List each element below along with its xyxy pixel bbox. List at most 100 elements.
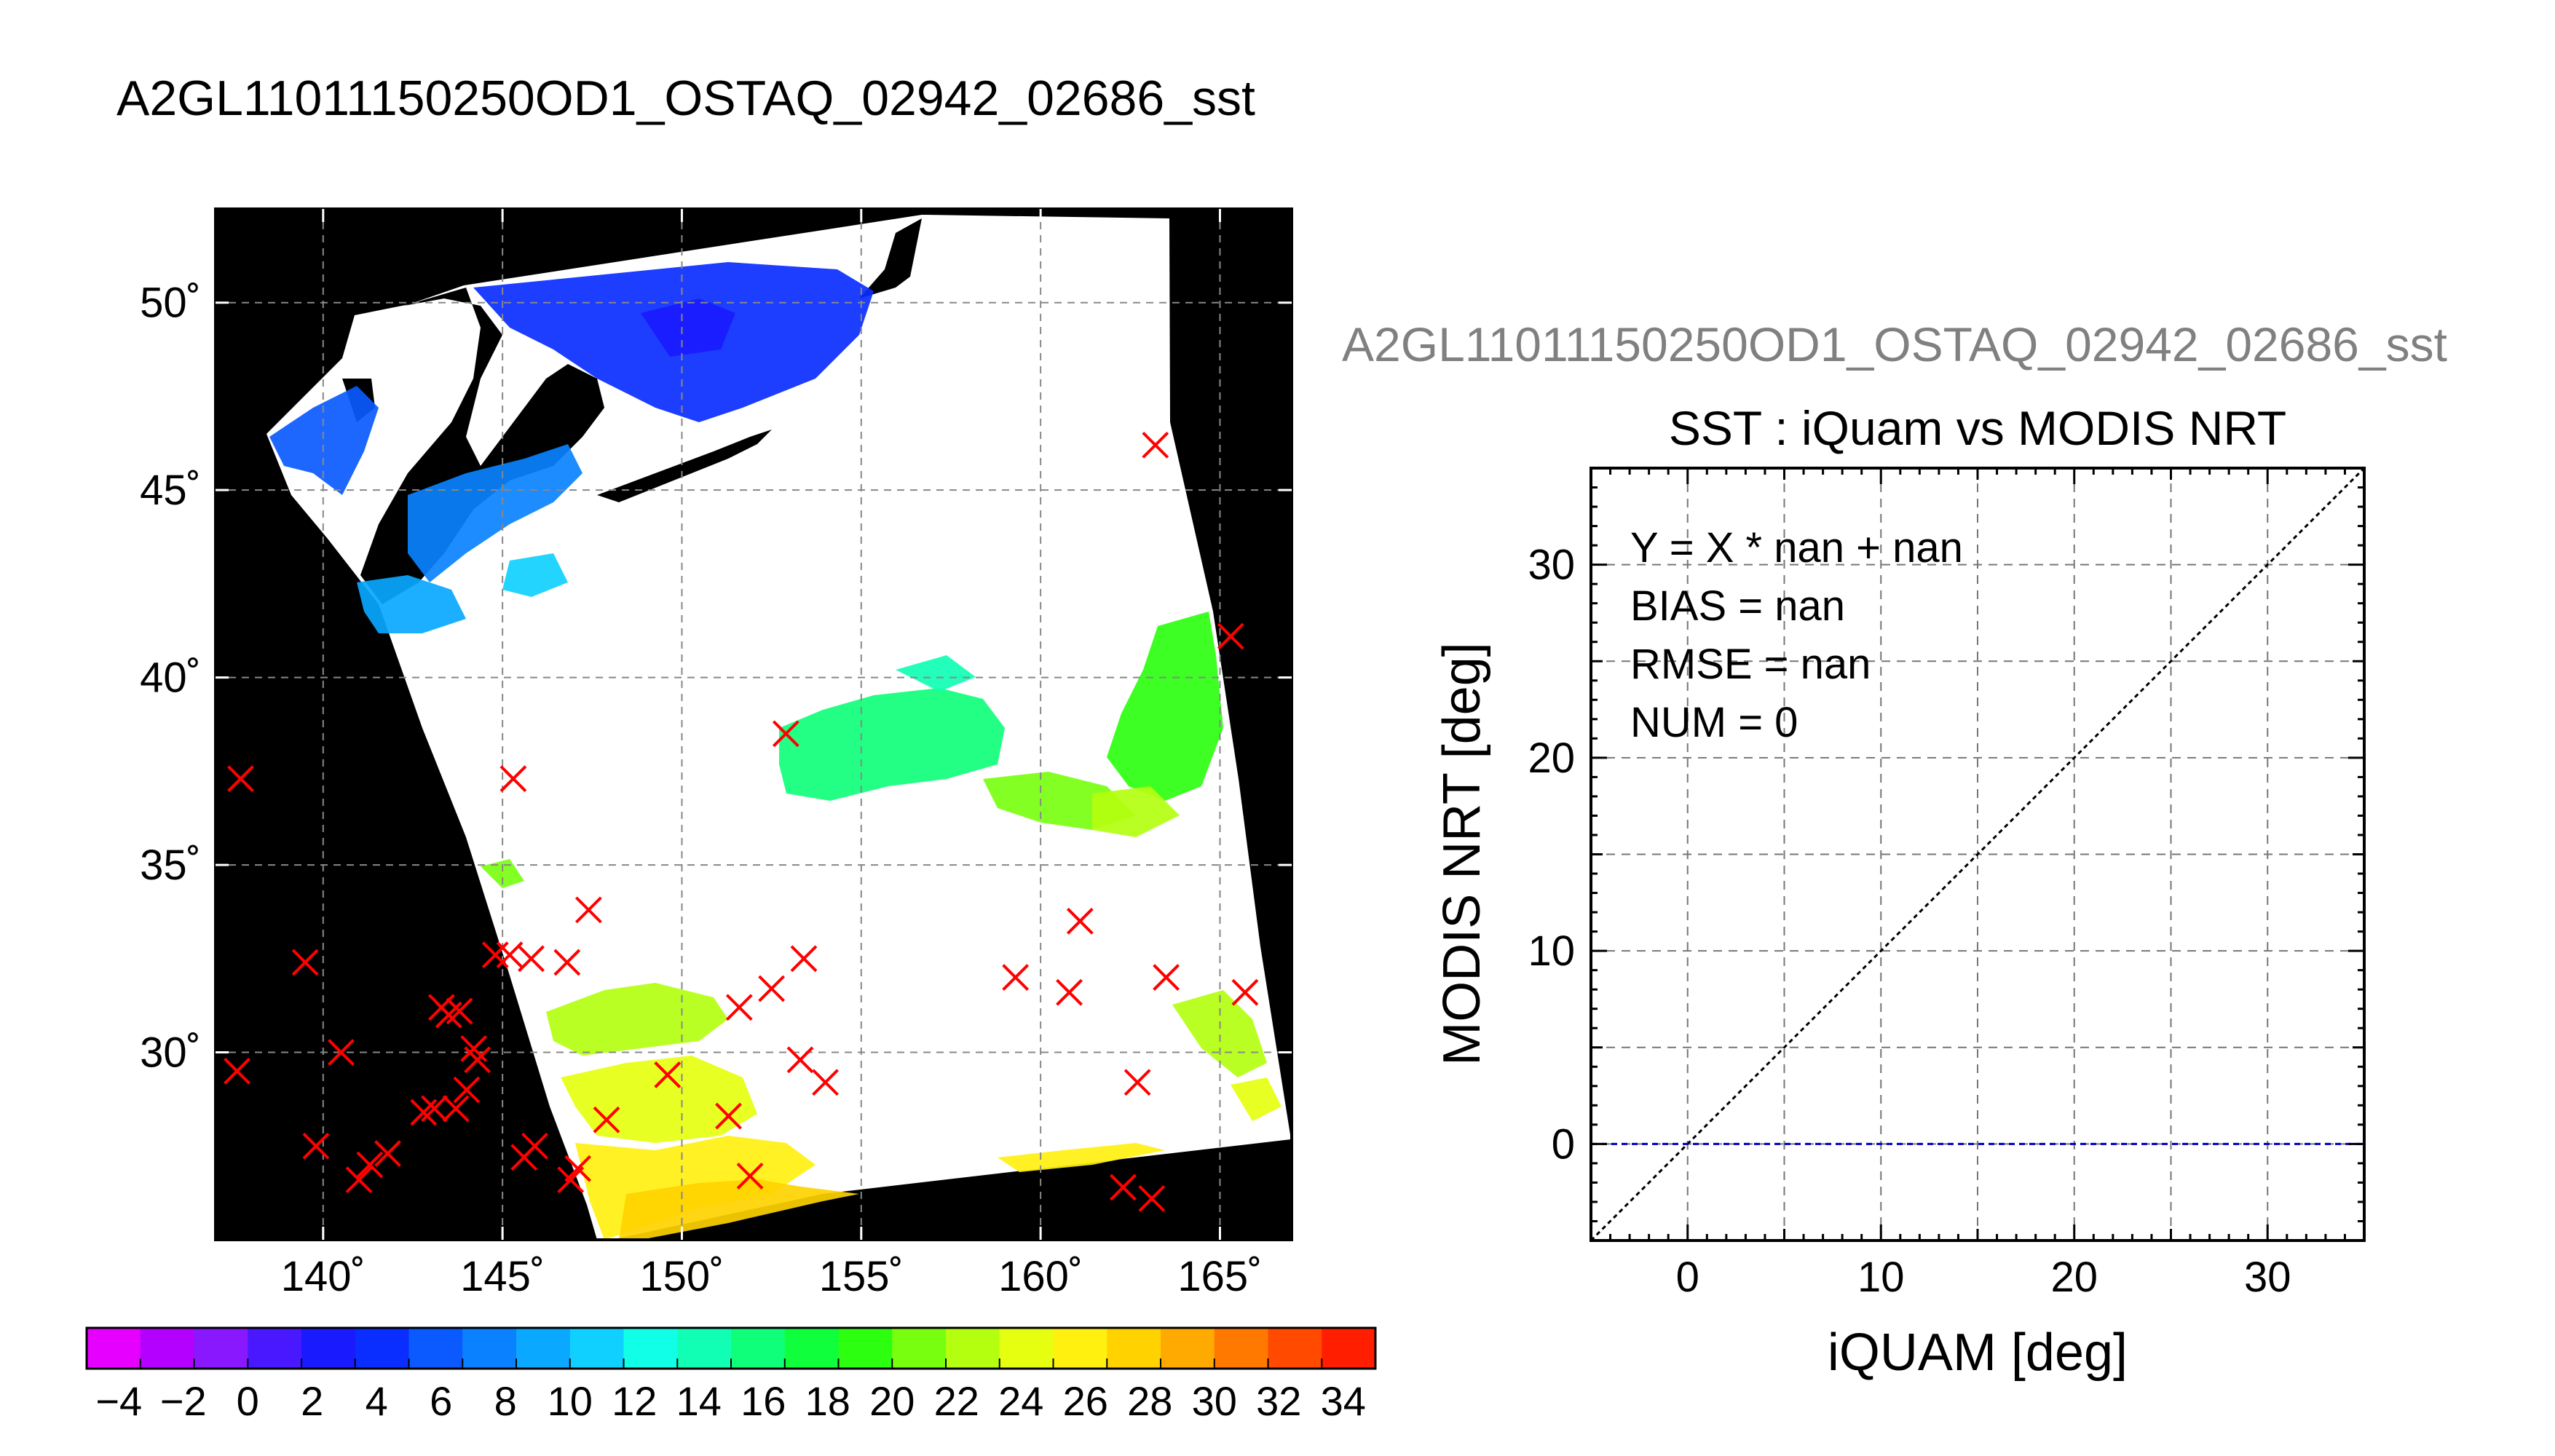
match-marker	[1231, 978, 1259, 1006]
scatter-x-axis-label: iQUAM [deg]	[1828, 1324, 2128, 1382]
colorbar-tick-label: 18	[805, 1378, 850, 1424]
match-marker	[481, 941, 509, 969]
match-marker	[1153, 964, 1180, 991]
scatter-y-tick-label: 20	[1528, 735, 1575, 782]
match-marker	[772, 720, 799, 748]
colorbar-tick-label: 22	[934, 1378, 979, 1424]
match-marker	[356, 1151, 384, 1179]
sst-patches	[269, 262, 1282, 1240]
match-marker	[345, 1166, 373, 1194]
match-marker	[574, 896, 602, 924]
map-y-tick-label: 45˚	[140, 467, 201, 514]
match-marker	[758, 975, 786, 1002]
match-marker	[442, 1095, 470, 1123]
scatter-stat-line: RMSE = nan	[1630, 641, 1871, 688]
colorbar-tick-label: 12	[612, 1378, 657, 1424]
colorbar-cell	[1322, 1328, 1376, 1369]
match-marker	[654, 1061, 682, 1088]
match-marker	[725, 994, 753, 1021]
match-marker	[464, 1046, 491, 1074]
colorbar-cell	[731, 1328, 786, 1369]
match-marker	[224, 1057, 250, 1085]
colorbar-cell	[516, 1328, 571, 1369]
colorbar-tick-label: 20	[869, 1378, 915, 1424]
match-marker	[453, 1076, 481, 1104]
colorbar-tick-label: 34	[1321, 1378, 1366, 1424]
match-marker	[1138, 1184, 1166, 1212]
scatter-x-tick-label: 10	[1857, 1254, 1905, 1301]
match-marker	[1110, 1174, 1137, 1201]
match-marker	[557, 1166, 585, 1194]
scatter-ticks	[1590, 467, 2366, 1242]
colorbar-cell	[569, 1328, 625, 1369]
colorbar-cell	[194, 1328, 248, 1369]
scatter-stat-line: BIAS = nan	[1630, 582, 1845, 630]
match-marker	[812, 1069, 839, 1096]
scatter-stats: Y = X * nan + nan BIAS = nan RMSE = nan NUM…	[1630, 524, 1963, 746]
match-marker	[374, 1140, 401, 1167]
match-marker	[496, 941, 524, 969]
colorbar-tick-label: 2	[301, 1378, 323, 1424]
match-marker	[328, 1039, 355, 1066]
colorbar-cell	[623, 1328, 678, 1369]
match-marker	[715, 1102, 742, 1130]
colorbar-ticks	[139, 1358, 1323, 1369]
colorbar-cell	[838, 1328, 893, 1369]
colorbar-tick-label: 0	[237, 1378, 259, 1424]
map-x-tick-label: 145˚	[460, 1253, 545, 1300]
match-marker	[736, 1163, 764, 1190]
sst-colorbar: −4 −2 0 2 4 6 8 10 12 14 16 18 20 22 24 26 28 30 32 34	[85, 1326, 1377, 1424]
colorbar-cell	[408, 1328, 463, 1369]
colorbar-tick-label: −2	[160, 1378, 207, 1424]
map-x-tick-labels: 140˚ 145˚ 150˚ 155˚ 160˚ 165˚	[281, 1253, 1263, 1300]
colorbar-cell	[87, 1328, 141, 1369]
colorbar-cell	[462, 1328, 517, 1369]
map-grid	[216, 209, 1292, 1240]
match-marker	[1066, 907, 1094, 935]
map-y-tick-label: 40˚	[140, 654, 201, 702]
scatter-y-axis-label: MODIS NRT [deg]	[1433, 642, 1491, 1066]
colorbar-tick-labels: −4 −2 0 2 4 6 8 10 12 14 16 18 20 22 24 26 28 30 32 34	[95, 1378, 1366, 1424]
scatter-x-tick-label: 30	[2244, 1254, 2291, 1301]
colorbar-tick-label: 16	[741, 1378, 786, 1424]
match-marker	[553, 949, 581, 976]
match-markers	[224, 431, 1259, 1212]
match-marker	[1002, 964, 1030, 991]
sst-map: 140˚ 145˚ 150˚ 155˚ 160˚ 165˚ 30˚ 35˚ 40˚ 45˚ 50˚	[140, 207, 1293, 1300]
match-marker	[291, 949, 319, 976]
scatter-panel: A2GL11011150250OD1_OSTAQ_02942_02686_sst…	[1342, 317, 2447, 1382]
match-marker	[1056, 978, 1083, 1006]
scatter-x-tick-labels: 0 10 20 30	[1676, 1254, 2291, 1301]
scatter-stat-line: Y = X * nan + nan	[1630, 524, 1963, 571]
match-marker	[786, 1046, 814, 1074]
match-marker	[593, 1106, 620, 1133]
match-marker	[521, 1132, 548, 1160]
match-marker	[421, 1095, 448, 1123]
scatter-title: SST : iQuam vs MODIS NRT	[1669, 401, 2286, 455]
scatter-x-tick-label: 20	[2050, 1254, 2098, 1301]
colorbar-tick-label: 10	[548, 1378, 593, 1424]
map-y-tick-label: 35˚	[140, 842, 201, 889]
match-marker	[227, 765, 254, 793]
map-y-tick-label: 50˚	[140, 280, 201, 327]
map-ticks	[216, 209, 1292, 1240]
match-marker	[1142, 431, 1169, 459]
colorbar-cell	[355, 1328, 410, 1369]
match-marker	[518, 945, 545, 973]
colorbar-tick-label: 6	[430, 1378, 452, 1424]
colorbar-tick-label: 26	[1063, 1378, 1108, 1424]
colorbar-cell	[301, 1328, 356, 1369]
colorbar-cell	[1053, 1328, 1107, 1369]
scatter-y-tick-label: 0	[1552, 1120, 1575, 1168]
page-title: A2GL11011150250OD1_OSTAQ_02942_02686_sst	[117, 71, 1255, 126]
map-frame	[214, 207, 1293, 1241]
colorbar-cell	[1214, 1328, 1269, 1369]
colorbar-cell	[1107, 1328, 1161, 1369]
colorbar-cell	[248, 1328, 302, 1369]
colorbar-cell	[140, 1328, 195, 1369]
map-y-tick-label: 30˚	[140, 1029, 201, 1077]
colorbar-tick-label: 28	[1127, 1378, 1172, 1424]
identity-line	[1591, 468, 2364, 1241]
scatter-x-tick-label: 0	[1676, 1254, 1699, 1301]
